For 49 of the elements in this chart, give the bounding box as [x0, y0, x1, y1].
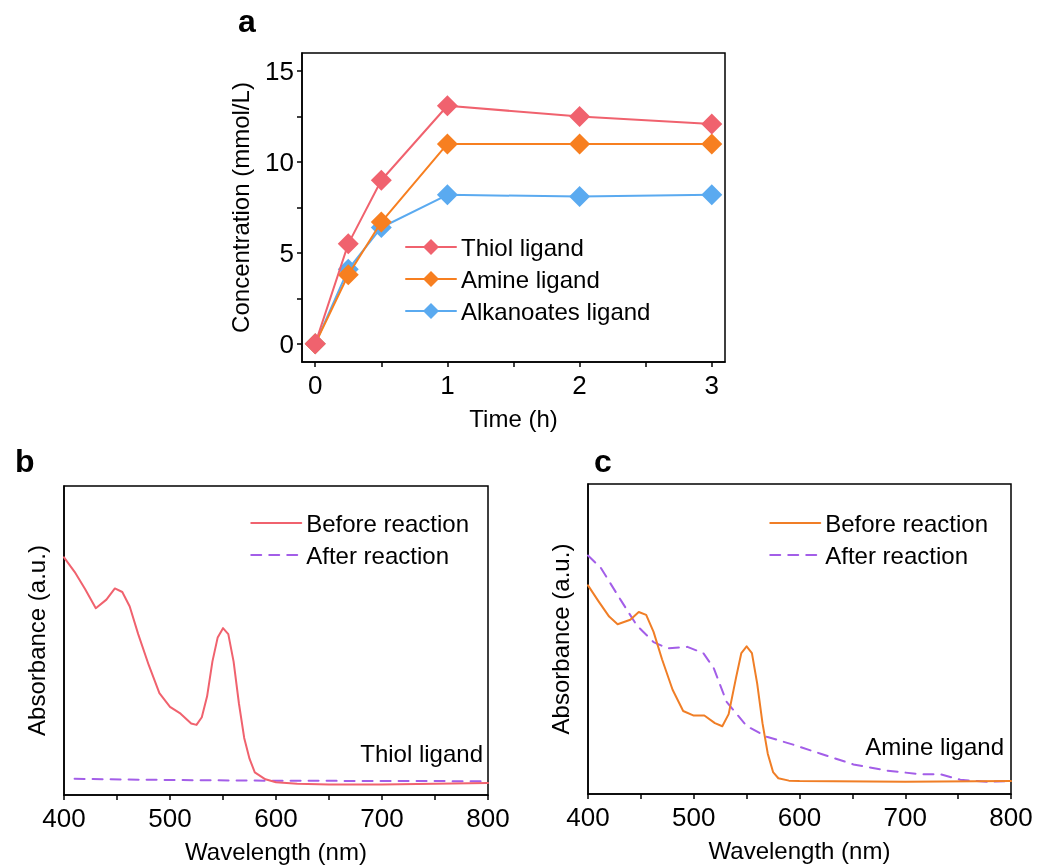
annotation: Amine ligand [865, 732, 1004, 760]
y-tick-label: 10 [265, 147, 294, 178]
x-tick-label: 700 [360, 803, 404, 833]
x-axis-title: Wavelength (nm) [708, 836, 891, 864]
x-tick-label: 700 [883, 802, 927, 832]
point [701, 113, 723, 135]
x-tick-label: 800 [989, 802, 1033, 832]
x-tick-label: 800 [466, 803, 510, 833]
y-axis-title: Absorbance (a.u.) [546, 543, 574, 735]
point [436, 184, 458, 206]
x-tick-label: 400 [566, 802, 610, 832]
x-tick-label: 1 [440, 370, 455, 400]
point [370, 211, 392, 233]
chart-title: b [15, 443, 35, 479]
x-tick-label: 500 [672, 802, 716, 832]
x-tick-label: 2 [572, 370, 587, 400]
legend-label: Before reaction [306, 509, 469, 537]
point [569, 106, 591, 128]
legend-label: Before reaction [825, 509, 988, 537]
x-tick-label: 400 [42, 803, 86, 833]
chart-title: a [238, 3, 256, 39]
legend-label: Thiol ligand [461, 233, 584, 261]
point [569, 133, 591, 155]
y-tick-label: 5 [279, 237, 294, 268]
legend-label: Amine ligand [461, 265, 600, 293]
y-axis-title: Absorbance (a.u.) [22, 545, 50, 736]
legend-label: Alkanoates ligand [461, 297, 651, 325]
x-tick-label: 600 [777, 802, 822, 832]
point [701, 133, 723, 155]
x-tick-label: 500 [148, 803, 192, 833]
legend-label: After reaction [825, 541, 968, 569]
x-tick-label: 600 [254, 803, 298, 833]
point [337, 264, 359, 286]
point [436, 95, 458, 117]
point [436, 133, 458, 155]
point [701, 184, 723, 206]
point [370, 169, 392, 191]
y-tick-label: 15 [265, 56, 294, 87]
chart-title: c [594, 443, 612, 479]
point [337, 233, 359, 255]
x-axis-title: Time (h) [469, 404, 558, 432]
x-tick-label: 0 [307, 370, 323, 400]
point [569, 186, 591, 208]
annotation: Thiol ligand [360, 739, 484, 767]
legend-label: After reaction [306, 541, 449, 569]
y-tick-label: 0 [279, 328, 294, 359]
x-axis-title: Wavelength (nm) [185, 837, 367, 865]
y-axis-title: Concentration (mmol/L) [226, 82, 254, 333]
x-tick-label: 3 [704, 370, 720, 400]
